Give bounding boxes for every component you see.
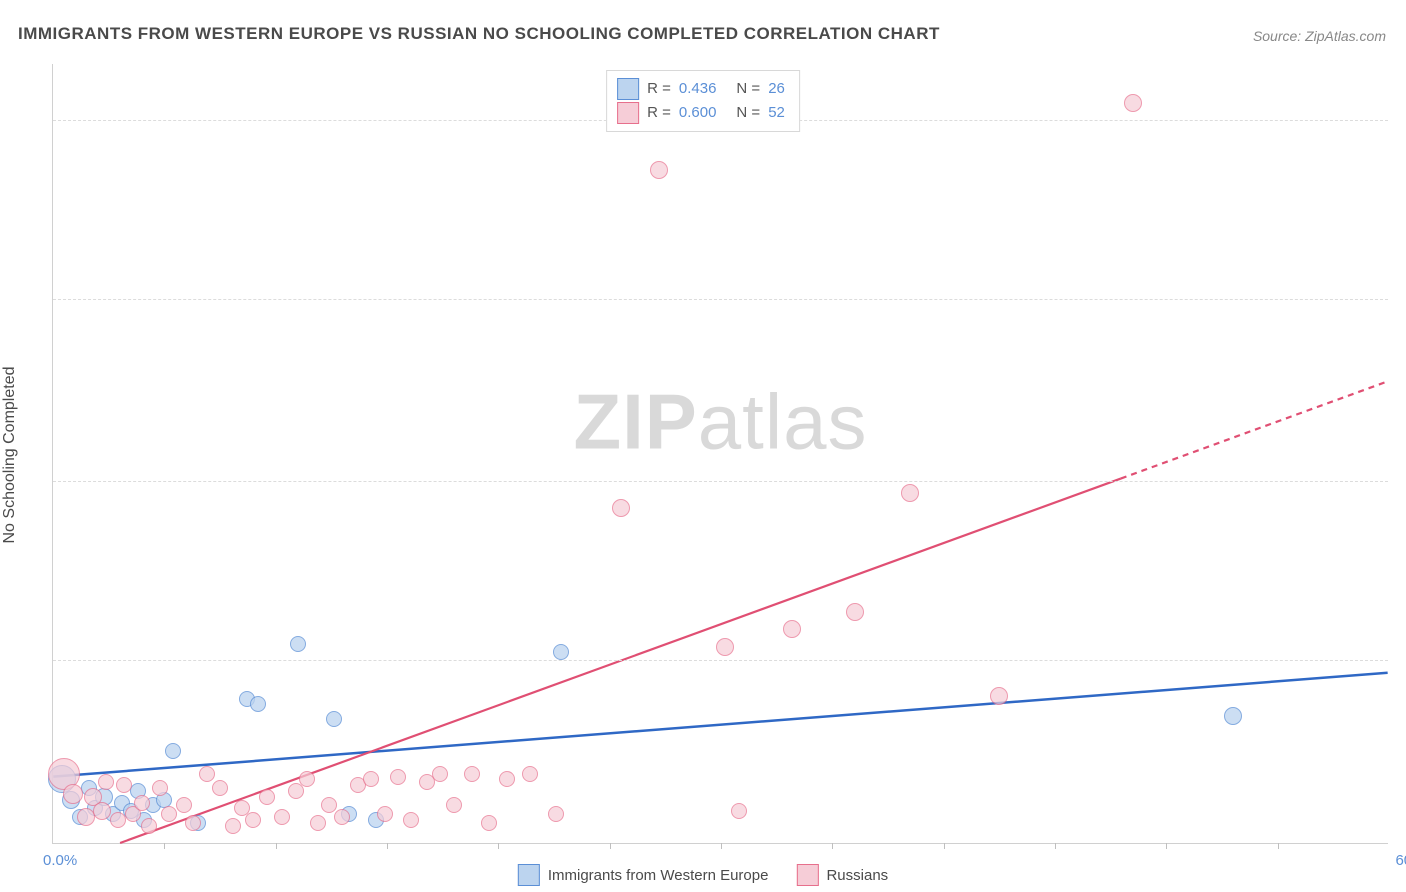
legend-n-label: N = xyxy=(736,77,760,101)
x-tick xyxy=(832,843,833,849)
data-point xyxy=(846,603,864,621)
data-point xyxy=(522,766,538,782)
data-point xyxy=(165,743,181,759)
data-point xyxy=(612,499,630,517)
data-point xyxy=(499,771,515,787)
legend-correlation-row: R = 0.436 N = 26 xyxy=(617,77,785,101)
legend-r-value: 0.436 xyxy=(679,77,717,101)
x-tick xyxy=(721,843,722,849)
legend-r-value: 0.600 xyxy=(679,101,717,125)
x-tick xyxy=(1278,843,1279,849)
data-point xyxy=(650,161,668,179)
legend-correlation-box: R = 0.436 N = 26 R = 0.600 N = 52 xyxy=(606,70,800,132)
legend-n-label: N = xyxy=(736,101,760,125)
legend-r-label: R = xyxy=(647,101,671,125)
regression-line xyxy=(53,673,1387,777)
data-point xyxy=(274,809,290,825)
data-point xyxy=(553,644,569,660)
data-point xyxy=(481,815,497,831)
data-point xyxy=(363,771,379,787)
legend-r-label: R = xyxy=(647,77,671,101)
legend-swatch xyxy=(796,864,818,886)
data-point xyxy=(134,795,150,811)
legend-series: Immigrants from Western Europe Russians xyxy=(518,864,888,886)
legend-correlation-row: R = 0.600 N = 52 xyxy=(617,101,785,125)
y-tick-label: 25.0% xyxy=(1394,95,1406,112)
data-point xyxy=(731,803,747,819)
data-point xyxy=(225,818,241,834)
data-point xyxy=(98,774,114,790)
x-axis-origin-label: 0.0% xyxy=(43,852,77,869)
regression-line xyxy=(1121,381,1388,478)
data-point xyxy=(377,806,393,822)
chart-title: IMMIGRANTS FROM WESTERN EUROPE VS RUSSIA… xyxy=(18,24,940,44)
data-point xyxy=(321,797,337,813)
gridline xyxy=(53,299,1388,300)
x-tick xyxy=(276,843,277,849)
data-point xyxy=(783,620,801,638)
data-point xyxy=(901,484,919,502)
data-point xyxy=(110,812,126,828)
x-tick xyxy=(1055,843,1056,849)
x-tick xyxy=(498,843,499,849)
x-tick xyxy=(387,843,388,849)
data-point xyxy=(1224,707,1242,725)
data-point xyxy=(199,766,215,782)
y-tick-label: 6.3% xyxy=(1394,636,1406,653)
data-point xyxy=(245,812,261,828)
data-point xyxy=(446,797,462,813)
legend-swatch xyxy=(518,864,540,886)
data-point xyxy=(464,766,480,782)
source-prefix: Source: xyxy=(1253,28,1305,44)
legend-series-item: Russians xyxy=(796,864,888,886)
data-point xyxy=(990,687,1008,705)
x-tick xyxy=(944,843,945,849)
legend-n-value: 52 xyxy=(768,101,785,125)
data-point xyxy=(403,812,419,828)
data-point xyxy=(63,784,83,804)
data-point xyxy=(141,818,157,834)
x-axis-max-label: 60.0% xyxy=(1395,852,1406,869)
x-tick xyxy=(1166,843,1167,849)
data-point xyxy=(548,806,564,822)
scatter-plot-area: ZIPatlas 0.0% 60.0% 6.3%12.5%18.8%25.0% xyxy=(52,64,1388,844)
data-point xyxy=(185,815,201,831)
data-point xyxy=(212,780,228,796)
legend-swatch xyxy=(617,78,639,100)
legend-series-label: Russians xyxy=(826,867,888,884)
data-point xyxy=(299,771,315,787)
source-name: ZipAtlas.com xyxy=(1305,28,1386,44)
legend-swatch xyxy=(617,102,639,124)
gridline xyxy=(53,481,1388,482)
data-point xyxy=(432,766,448,782)
gridline xyxy=(53,660,1388,661)
y-tick-label: 18.8% xyxy=(1394,274,1406,291)
data-point xyxy=(176,797,192,813)
data-point xyxy=(290,636,306,652)
data-point xyxy=(116,777,132,793)
data-point xyxy=(250,696,266,712)
y-axis-label: No Schooling Completed xyxy=(1,367,19,544)
x-tick xyxy=(164,843,165,849)
legend-series-label: Immigrants from Western Europe xyxy=(548,867,769,884)
data-point xyxy=(390,769,406,785)
data-point xyxy=(334,809,350,825)
data-point xyxy=(259,789,275,805)
data-point xyxy=(152,780,168,796)
x-tick xyxy=(610,843,611,849)
data-point xyxy=(93,802,111,820)
data-point xyxy=(716,638,734,656)
data-point xyxy=(326,711,342,727)
data-point xyxy=(161,806,177,822)
y-tick-label: 12.5% xyxy=(1394,456,1406,473)
data-point xyxy=(1124,94,1142,112)
legend-n-value: 26 xyxy=(768,77,785,101)
legend-series-item: Immigrants from Western Europe xyxy=(518,864,769,886)
regression-lines-layer xyxy=(53,64,1388,843)
data-point xyxy=(310,815,326,831)
source-attribution: Source: ZipAtlas.com xyxy=(1253,28,1386,44)
